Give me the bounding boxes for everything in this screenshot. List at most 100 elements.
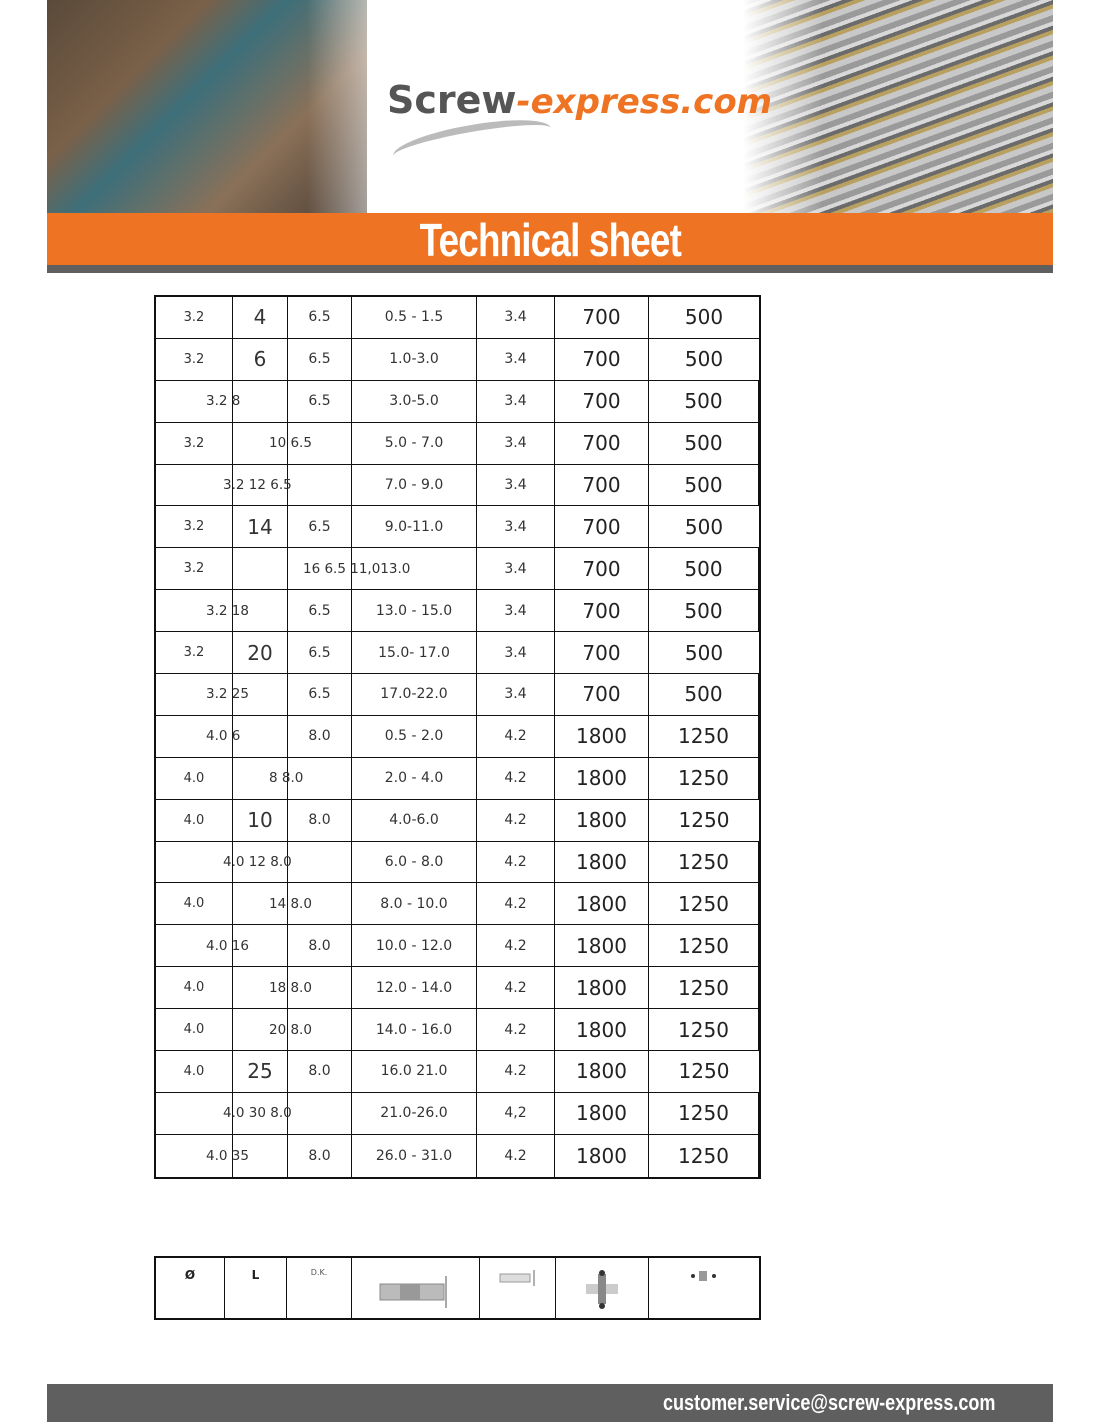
table-cell — [288, 548, 352, 590]
table-cell: 0.5 - 2.0 — [352, 715, 477, 757]
merged-cell-text: 20 8.0 — [269, 1021, 312, 1038]
table-cell: 4.0 — [156, 799, 233, 841]
table-cell: 10 — [233, 799, 288, 841]
footer-email[interactable]: customer.service@screw-express.com — [662, 1390, 995, 1415]
table-cell: 1.0-3.0 — [352, 338, 477, 380]
table-cell — [233, 967, 288, 1009]
table-row: 6.5 13.0 - 15.0 3.4 700 500 3.2 18 — [156, 590, 759, 633]
shear-strength-icon — [556, 1258, 649, 1318]
table-cell: 3.4 — [477, 506, 555, 548]
divider — [47, 265, 1053, 273]
table-cell: 1250 — [649, 1134, 759, 1177]
table-cell: 4.2 — [477, 967, 555, 1009]
table-cell: 4.0 — [156, 1051, 233, 1092]
table-cell: 700 — [555, 297, 649, 338]
table-cell: 1800 — [555, 1134, 649, 1177]
table-cell: 1250 — [649, 883, 759, 925]
table-cell — [233, 1092, 288, 1134]
table-cell: 1250 — [649, 925, 759, 967]
table-cell — [288, 1092, 352, 1134]
table-row: 3.2 4 6.5 0.5 - 1.5 3.4 700 500 — [156, 297, 759, 339]
table-cell: 4.2 — [477, 715, 555, 757]
table-cell — [288, 883, 352, 925]
table-cell: 700 — [555, 506, 649, 548]
table-cell: 1250 — [649, 841, 759, 883]
merged-cell-text: 4.0 6 — [206, 728, 241, 745]
table-row: 21.0-26.0 4,2 1800 1250 4.0 30 8.0 — [156, 1092, 759, 1135]
clamping-range-icon — [352, 1258, 480, 1318]
table-cell: 13.0 - 15.0 — [352, 590, 477, 632]
merged-cell-text: 8 8.0 — [269, 770, 304, 787]
table-cell: 7.0 - 9.0 — [352, 464, 477, 506]
table-cell: 1250 — [678, 1059, 730, 1084]
table-cell: 4.0 — [156, 1009, 233, 1051]
legend-head: D.K. — [287, 1258, 352, 1318]
table-cell — [156, 590, 233, 632]
merged-cell-text: 4.0 30 8.0 — [223, 1105, 292, 1122]
table-cell — [233, 1009, 288, 1051]
table-cell: 5.0 - 7.0 — [352, 422, 477, 464]
table-cell: 25 — [233, 1051, 288, 1092]
table-cell: 3.4 — [477, 548, 555, 590]
table-cell: 3.2 — [156, 506, 233, 548]
table-cell — [288, 841, 352, 883]
merged-cell-text: 4.0 16 — [206, 937, 249, 954]
logo[interactable]: Screw-express.com — [387, 78, 773, 122]
table-cell — [156, 674, 233, 715]
table-cell: 26.0 - 31.0 — [352, 1134, 477, 1177]
table-cell — [233, 380, 288, 422]
merged-cell-text: 10 6.5 — [269, 435, 312, 452]
table-cell: 1250 — [649, 967, 759, 1009]
table-cell: 1250 — [649, 757, 759, 799]
table-cell: 1800 — [555, 841, 649, 883]
table-cell: 4.2 — [477, 1009, 555, 1051]
table-cell: 6.5 — [288, 674, 352, 715]
table-cell: 3.2 — [156, 548, 233, 590]
header-banner: Screw-express.com — [47, 0, 1053, 213]
table-cell: 3.4 — [477, 632, 555, 674]
table-cell — [233, 590, 288, 632]
table-row: 4.0 10 8.0 4.0-6.0 4.2 1800 1250 — [156, 799, 759, 842]
table-cell: 4.0 — [156, 967, 233, 1009]
table-cell: 3.2 — [156, 297, 233, 338]
table-row: 7.0 - 9.0 3.4 700 500 3.2 12 6.5 — [156, 464, 759, 507]
table-cell — [288, 1009, 352, 1051]
table-cell — [233, 548, 288, 590]
table-cell: 3.2 — [156, 338, 233, 380]
table-cell: 17.0-22.0 — [352, 674, 477, 715]
table-cell: 700 — [555, 422, 649, 464]
table-cell: 15.0- 17.0 — [352, 632, 477, 674]
table-cell — [156, 464, 233, 506]
table-cell: 1250 — [678, 808, 730, 833]
table-cell: 3.4 — [477, 674, 555, 715]
table-cell: 6 — [233, 338, 288, 380]
table-cell: 20 — [233, 632, 288, 674]
table-cell: 500 — [649, 380, 759, 422]
table-cell: 8.0 — [288, 799, 352, 841]
table-cell: 4,2 — [477, 1092, 555, 1134]
table-row: 8.0 0.5 - 2.0 4.2 1800 1250 4.0 6 — [156, 715, 759, 758]
table-cell — [233, 841, 288, 883]
table-cell: 1800 — [555, 757, 649, 799]
table-cell: 12.0 - 14.0 — [352, 967, 477, 1009]
table-cell — [233, 1134, 288, 1177]
table-cell: 4.0 — [156, 757, 233, 799]
merged-cell-text: 3.2 8 — [206, 393, 241, 410]
table-cell — [288, 422, 352, 464]
table-cell — [156, 1092, 233, 1134]
table-cell — [156, 715, 233, 757]
table-cell: 16.0 21.0 — [352, 1051, 477, 1092]
table-cell: 3.4 — [477, 422, 555, 464]
table-cell — [233, 422, 288, 464]
table-cell: 8.0 — [288, 925, 352, 967]
table-cell: 1800 — [555, 967, 649, 1009]
toolbox-photo — [47, 0, 427, 213]
table-cell: 1800 — [555, 1051, 649, 1092]
merged-cell-text: 4.0 12 8.0 — [223, 854, 292, 871]
table-cell: 3.4 — [477, 590, 555, 632]
merged-cell-text: 3.2 12 6.5 — [223, 477, 292, 493]
table-cell: 500 — [684, 514, 724, 539]
table-cell — [156, 1134, 233, 1177]
table-cell: 3.0-5.0 — [352, 380, 477, 422]
table-cell: 1800 — [555, 715, 649, 757]
